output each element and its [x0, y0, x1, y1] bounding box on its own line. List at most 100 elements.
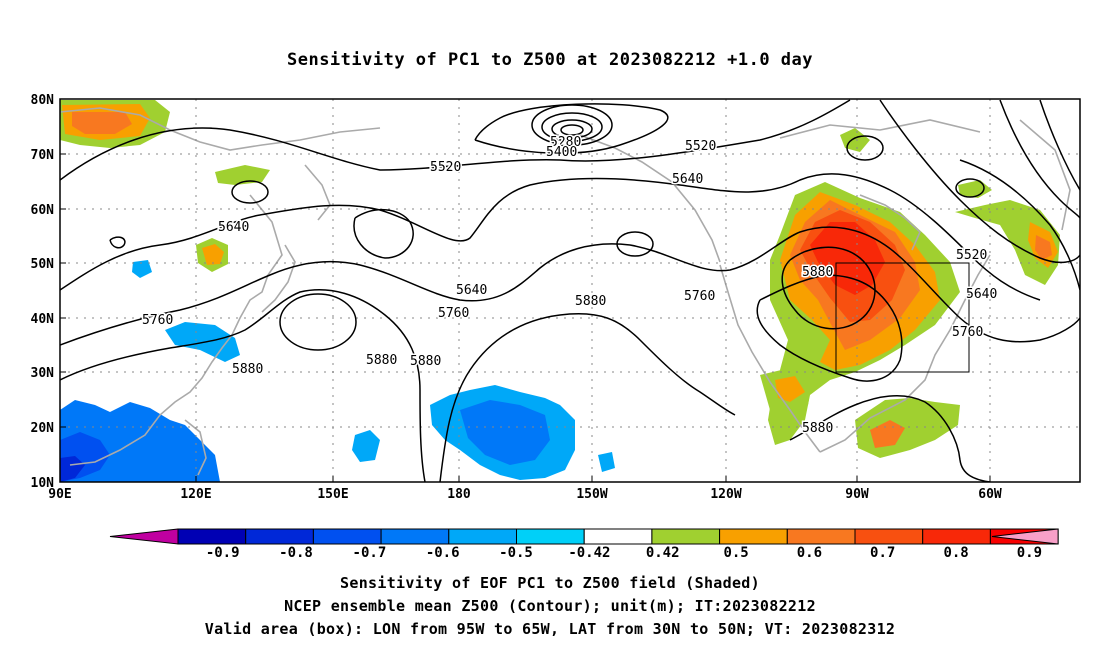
coastline-east-asia [69, 194, 283, 466]
negative-sensitivity-shading [60, 260, 615, 482]
coastline-arctic-asia [60, 107, 381, 151]
contour-low-arctic-2 [541, 112, 603, 142]
pos-region-gulf-orange [870, 420, 905, 448]
coastline-kamchatka [304, 164, 331, 221]
coastline-canada-north [779, 119, 981, 139]
contour-label: 5760 [142, 313, 173, 328]
longitude-labels: 90E 120E 150E 180 150W 120W 90W 60W [48, 487, 1002, 502]
colorbar: -0.9 -0.8 -0.7 -0.6 -0.5 -0.42 0.42 0.5 0.6 0.7 0.… [109, 528, 1059, 561]
contour-label: 5880 [410, 354, 441, 369]
lon-label: 180 [447, 487, 471, 502]
coastline-greenland [1019, 119, 1071, 231]
z500-contours [60, 99, 1080, 482]
contour-labels: 5280 5400 5520 5520 5640 5640 5520 5880 … [141, 134, 999, 438]
neg-region-small-3 [132, 260, 152, 278]
colorbar-box [583, 528, 653, 545]
colorbar-box [922, 528, 991, 545]
colorbar-tick-label: 0.7 [870, 545, 895, 561]
colorbar-box [854, 528, 924, 545]
contour-closed-low-asia [231, 180, 269, 204]
colorbar-box [312, 528, 382, 545]
contour-label: 5760 [438, 306, 469, 321]
contour-label: 5520 [685, 139, 716, 154]
contour-label: 5760 [684, 289, 715, 304]
pos-region-siberia-red [72, 112, 132, 134]
contour-label: 5280 [550, 135, 581, 150]
lon-label: 120E [180, 487, 211, 502]
colorbar-tick-label: 0.5 [723, 545, 748, 561]
contour-5640-b [959, 159, 1080, 291]
colorbar-box [177, 528, 247, 545]
lat-label: 60N [31, 203, 55, 218]
lat-label: 40N [31, 312, 55, 327]
colorbar-tick-label: 0.8 [943, 545, 968, 561]
contour-label: 5640 [966, 287, 997, 302]
contour-high-north-america [781, 246, 876, 330]
lon-label: 90E [48, 487, 71, 502]
colorbar-box [719, 528, 788, 545]
lat-label: 30N [31, 366, 55, 381]
pos-region-greenland-green [840, 128, 870, 152]
contour-high-central-pacific [279, 293, 357, 351]
colorbar-box [651, 528, 721, 545]
colorbar-box [786, 528, 856, 545]
contour-low-arctic-3 [551, 119, 593, 139]
coastline-japan [261, 244, 296, 313]
contour-5880-south [789, 395, 991, 482]
lon-label: 120W [710, 487, 741, 502]
coastline-hudson-bay [859, 194, 921, 251]
coastlines [60, 107, 1071, 476]
contour-5880-east [756, 274, 903, 382]
colorbar-box [380, 528, 450, 545]
contour-label: 5880 [232, 362, 263, 377]
valid-area-box [835, 262, 970, 373]
contour-trough-east [1039, 99, 1080, 191]
contour-label: 5880 [802, 421, 833, 436]
caption-shading: Sensitivity of EOF PC1 to Z500 field (Sh… [340, 574, 760, 592]
latitude-labels: 80N 70N 60N 50N 40N 30N 20N 10N [31, 93, 55, 491]
contour-high-north-west-pacific [353, 208, 414, 259]
lat-label: 70N [31, 148, 55, 163]
contour-5640-a [60, 173, 1041, 301]
colorbar-tick-label: -0.5 [499, 545, 533, 561]
lon-label: 150E [317, 487, 348, 502]
lat-label: 10N [31, 476, 55, 491]
contour-low-arctic-4 [560, 124, 584, 136]
contour-5520-b [879, 99, 1080, 264]
colorbar-tick-label: -0.7 [353, 545, 387, 561]
colorbar-arrow-high [991, 528, 1059, 545]
pos-region-gulf-green [855, 398, 960, 458]
neg-region-small-1 [352, 430, 380, 462]
contour-closed-low-north-america [846, 135, 884, 161]
colorbar-box [448, 528, 517, 545]
colorbar-tick-label: 0.9 [1017, 545, 1042, 561]
pos-region-mexico-orange [775, 376, 805, 402]
coastline-alaska [579, 134, 721, 263]
lon-label: 60W [978, 487, 1002, 502]
contour-5520-a [60, 99, 851, 181]
contour-label: 5880 [575, 294, 606, 309]
lon-label: 150W [576, 487, 607, 502]
contour-closed-low-labrador [955, 178, 985, 198]
contour-5400 [474, 103, 669, 154]
colorbar-tick-label: -0.42 [568, 545, 610, 561]
colorbar-tick-label: 0.42 [646, 545, 680, 561]
map-frame [59, 98, 1081, 483]
contour-label: 5520 [430, 160, 461, 175]
map-title: Sensitivity of PC1 to Z500 at 2023082212… [286, 50, 813, 70]
contour-trough-east-2 [999, 99, 1080, 219]
pos-region-east-red [1035, 235, 1052, 260]
contour-label: 5640 [672, 172, 703, 187]
lat-label: 50N [31, 257, 55, 272]
axis-ticks [60, 98, 991, 483]
contour-closed-low-pacific [616, 231, 654, 257]
contour-label: 5640 [218, 220, 249, 235]
coastline-west-north-america [719, 264, 821, 453]
contour-small-low-west [109, 236, 126, 249]
lat-label: 20N [31, 421, 55, 436]
contour-5760 [60, 226, 1080, 346]
contour-label: 5880 [366, 353, 397, 368]
pos-region-north-america-red [810, 222, 885, 295]
colorbar-tick-label: -0.6 [426, 545, 460, 561]
